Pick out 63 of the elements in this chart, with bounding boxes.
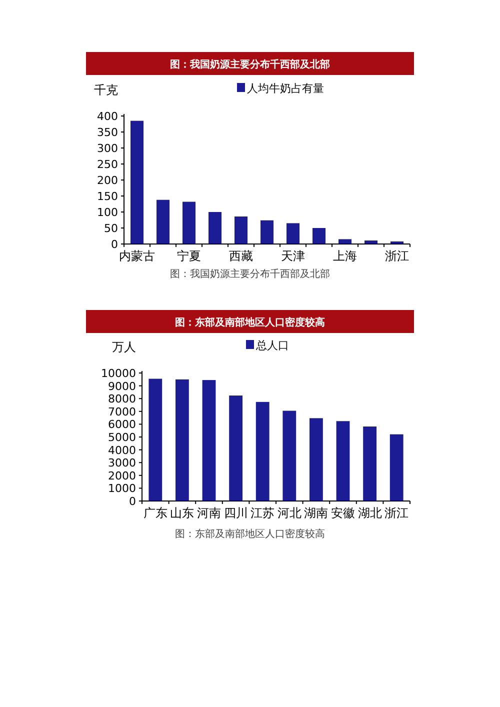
x-tick-label: 江苏 bbox=[250, 506, 275, 520]
x-tick-label: 湖北 bbox=[358, 506, 382, 520]
y-tick-label: 0 bbox=[129, 495, 136, 508]
y-tick-label: 300 bbox=[97, 142, 118, 155]
bar bbox=[286, 223, 300, 244]
y-axis-title: 千克 bbox=[94, 83, 118, 97]
x-tick-label: 四川 bbox=[224, 506, 248, 520]
bar bbox=[202, 380, 216, 501]
y-tick-label: 4000 bbox=[108, 444, 136, 457]
bar bbox=[229, 396, 242, 501]
bar bbox=[310, 418, 323, 501]
y-tick-label: 50 bbox=[104, 222, 118, 235]
x-tick-label: 天津 bbox=[281, 249, 305, 263]
y-axis-title: 万人 bbox=[112, 340, 136, 354]
x-tick-label: 广东 bbox=[143, 506, 168, 520]
y-tick-label: 10000 bbox=[101, 367, 136, 380]
y-tick-label: 100 bbox=[97, 206, 118, 219]
x-tick-label: 浙江 bbox=[385, 249, 409, 263]
x-tick-label: 宁夏 bbox=[177, 249, 201, 263]
bar bbox=[234, 216, 248, 244]
y-tick-label: 2000 bbox=[108, 469, 136, 482]
y-tick-label: 200 bbox=[97, 174, 118, 187]
bar bbox=[260, 220, 274, 244]
bar bbox=[363, 426, 376, 501]
text: 图：东部及南部地区人口密度较高 bbox=[175, 528, 325, 540]
y-tick-label: 0 bbox=[111, 238, 118, 251]
y-tick-label: 3000 bbox=[108, 456, 136, 470]
legend-label: 人均牛奶占有量 bbox=[247, 82, 324, 95]
bar bbox=[390, 434, 404, 501]
y-tick-label: 250 bbox=[97, 158, 118, 171]
y-tick-label: 6000 bbox=[108, 418, 136, 432]
bar bbox=[338, 239, 352, 244]
y-tick-label: 400 bbox=[97, 110, 118, 123]
x-tick-label: 湖南 bbox=[304, 506, 328, 520]
chart-title: 图：东部及南部地区人口密度较高 bbox=[175, 316, 325, 328]
bar bbox=[256, 402, 270, 501]
bar bbox=[208, 212, 222, 244]
x-tick-label: 河北 bbox=[277, 506, 302, 520]
bar bbox=[176, 379, 189, 501]
y-tick-label: 9000 bbox=[108, 380, 136, 393]
bar bbox=[336, 421, 350, 501]
x-tick-label: 河南 bbox=[197, 506, 221, 520]
legend-label: 总人口 bbox=[255, 339, 289, 352]
y-tick-label: 7000 bbox=[108, 405, 136, 418]
bar bbox=[130, 120, 144, 244]
chart-title: 图：我国奶源主要分布千西部及北部 bbox=[170, 58, 330, 70]
y-tick-label: 1000 bbox=[108, 482, 136, 496]
x-tick-label: 内蒙古 bbox=[119, 249, 155, 263]
y-tick-label: 150 bbox=[97, 190, 118, 203]
bar bbox=[148, 378, 162, 501]
y-tick-label: 8000 bbox=[108, 392, 136, 406]
y-tick-label: 350 bbox=[97, 126, 118, 139]
y-tick-label: 5000 bbox=[108, 431, 136, 444]
x-tick-label: 浙江 bbox=[384, 506, 409, 520]
x-tick-label: 西藏 bbox=[229, 249, 253, 263]
bar bbox=[182, 202, 196, 244]
x-tick-label: 山东 bbox=[170, 506, 194, 520]
x-tick-label: 上海 bbox=[333, 249, 357, 263]
text: 图：我国奶源主要分布千西部及北部 bbox=[170, 268, 330, 280]
bar bbox=[282, 410, 296, 501]
bar bbox=[156, 200, 170, 244]
bar bbox=[312, 228, 326, 244]
x-tick-label: 安徽 bbox=[331, 506, 355, 520]
